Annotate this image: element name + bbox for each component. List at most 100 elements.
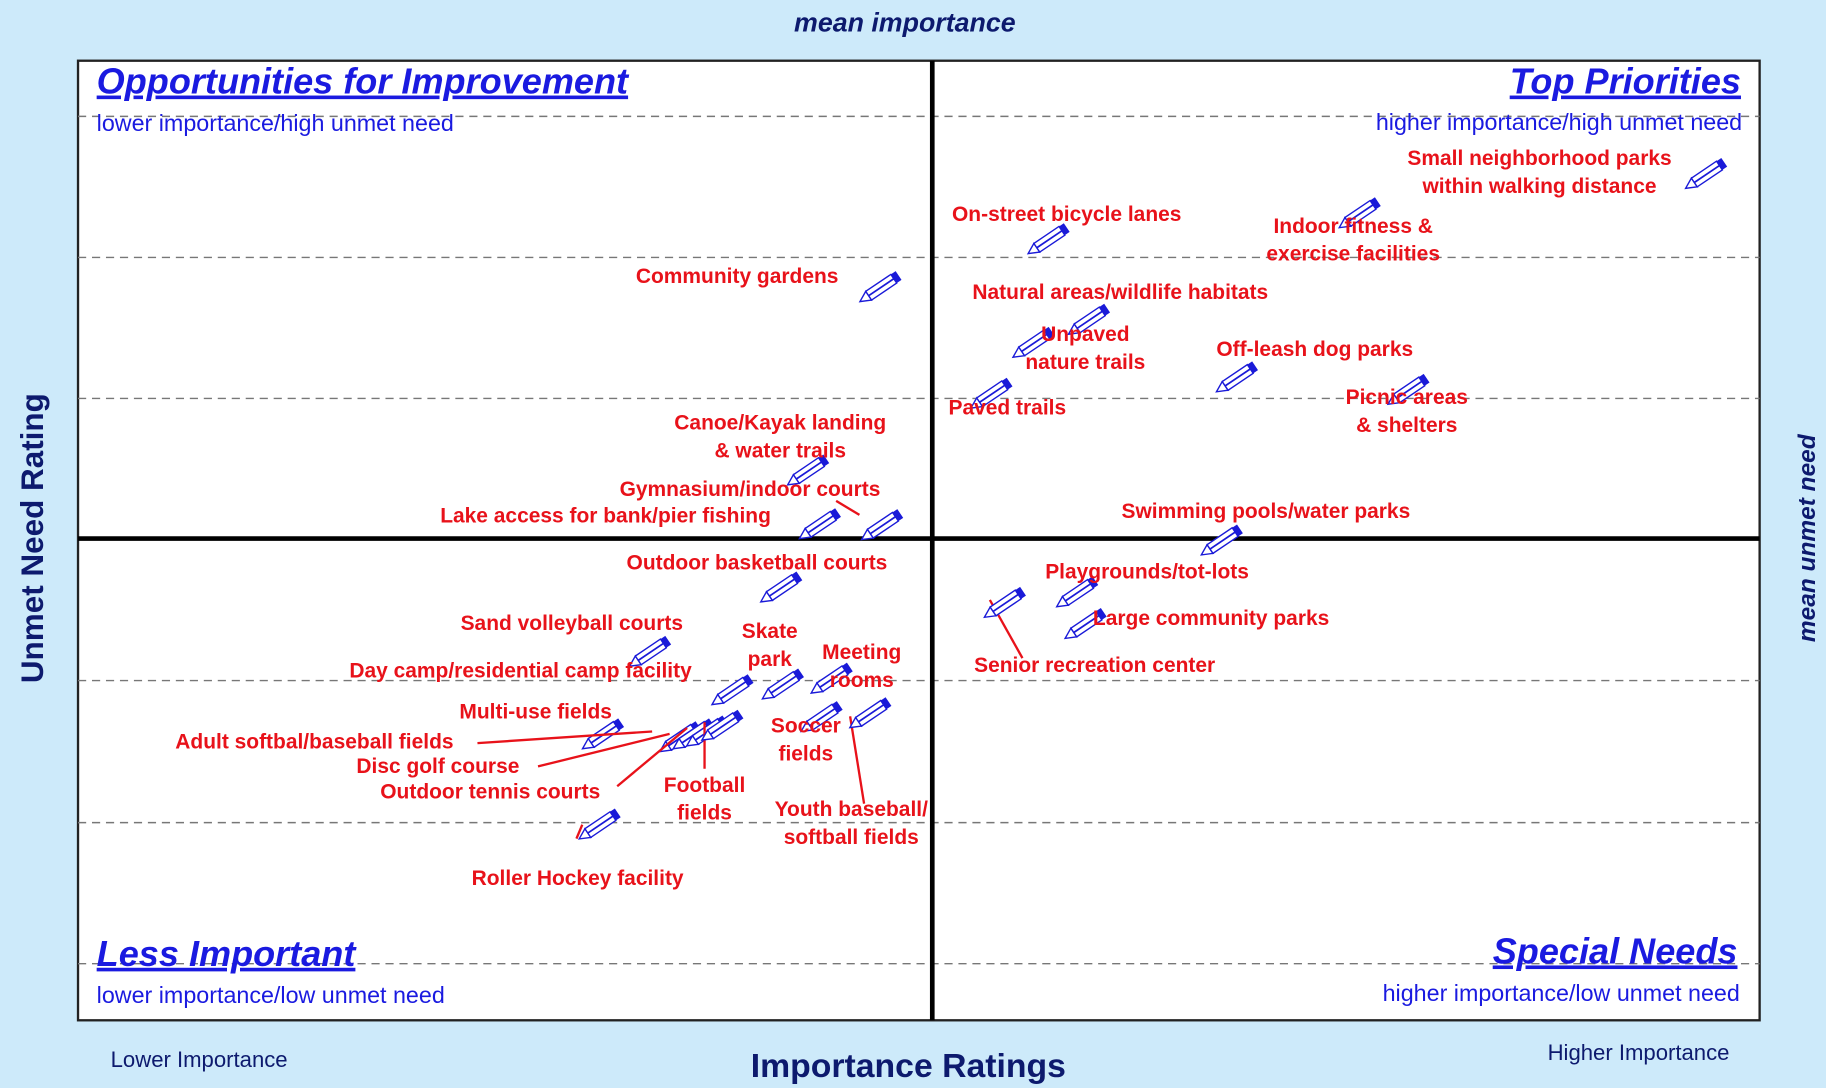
quadrant-title: Special Needs — [1493, 930, 1738, 971]
pencil-eraser — [793, 668, 804, 681]
leader-line — [477, 730, 653, 745]
point-label: Day camp/residential camp facility — [349, 660, 692, 683]
pencil-marker — [1337, 197, 1381, 229]
point-label: fields — [778, 742, 833, 765]
pencil-eraser — [1015, 586, 1026, 599]
pencil-marker — [809, 662, 853, 694]
pencil-marker — [1067, 303, 1111, 336]
point-label: Lake access for bank/pier fishing — [440, 505, 771, 528]
pencil-eraser — [1087, 576, 1099, 589]
pencil-marker — [577, 808, 621, 840]
point-label: Community gardens — [636, 265, 839, 288]
point-label: Natural areas/wildlife habitats — [972, 281, 1268, 304]
point-label: within walking distance — [1422, 175, 1657, 198]
pencil-marker — [786, 454, 830, 486]
point-label: Outdoor basketball courts — [627, 551, 888, 574]
pencil-stripe — [637, 642, 664, 662]
pencil-eraser — [1418, 373, 1430, 386]
point-label: Paved trails — [949, 396, 1067, 419]
pencil-stripe — [807, 515, 834, 534]
point-label: Off-leash dog parks — [1216, 338, 1413, 361]
pencil-marker — [628, 635, 672, 668]
pencil-eraser — [613, 718, 625, 731]
points: Small neighborhood parks within walking d… — [175, 147, 1728, 890]
pencil-stripe — [1347, 204, 1374, 223]
pencil-stripe — [587, 815, 614, 834]
point-label: & water trails — [714, 440, 846, 463]
point-label: Youth baseball/ — [775, 798, 928, 821]
leader-line — [575, 824, 584, 840]
pencil-eraser — [1232, 524, 1243, 537]
pencil-marker — [1055, 576, 1099, 608]
pencil-stripe — [1036, 230, 1063, 249]
leader-line — [835, 499, 861, 516]
pencil-stripe — [770, 675, 797, 694]
point-label: Large community parks — [1093, 607, 1329, 630]
pencil-eraser — [1716, 157, 1728, 170]
point-label: rooms — [830, 669, 894, 692]
pencil-stripe — [720, 681, 747, 700]
pencil-eraser — [732, 709, 744, 722]
point-label: Canoe/Kayak landing — [674, 412, 886, 435]
x-high-label: Higher Importance — [1548, 1040, 1730, 1065]
point-label: fields — [677, 802, 732, 825]
point-label: Football — [664, 774, 745, 797]
point-label: Gymnasium/indoor courts — [620, 478, 881, 501]
pencil-marker — [1011, 326, 1055, 359]
point-label: Meeting — [822, 641, 901, 664]
pencil-marker — [798, 508, 841, 540]
point-label: Picnic areas — [1346, 386, 1468, 409]
pencil-stripe — [1021, 333, 1048, 353]
quadrant-title: Opportunities for Improvement — [97, 61, 630, 102]
point-label: Roller Hockey facility — [472, 867, 684, 890]
point-label: Swimming pools/water parks — [1121, 500, 1410, 523]
pencil-marker — [969, 377, 1013, 409]
point-label: Senior recreation center — [974, 654, 1215, 677]
point-label: Playgrounds/tot-lots — [1045, 561, 1249, 584]
pencil-eraser — [880, 697, 892, 710]
pencil-stripe — [1693, 164, 1720, 184]
y2-axis-label: mean unmet need — [1794, 433, 1821, 642]
pencil-stripe — [979, 384, 1006, 403]
point-label: Soccer — [771, 714, 841, 737]
pencil-eraser — [1001, 377, 1013, 390]
pencil-stripe — [1064, 583, 1091, 602]
pencil-marker — [1684, 157, 1728, 190]
point-label: Indoor fitness & — [1273, 215, 1432, 238]
point-label: Outdoor tennis courts — [380, 781, 600, 804]
quadrant-subtitle: lower importance/low unmet need — [97, 982, 445, 1008]
leader-line — [616, 727, 688, 788]
leader-line — [848, 716, 866, 804]
pencil-eraser — [610, 808, 621, 821]
pencil-marker — [710, 674, 754, 706]
x-axis-label: Importance Ratings — [751, 1047, 1066, 1085]
pencil-eraser — [1370, 197, 1381, 210]
pencil-stripe — [1396, 380, 1423, 400]
pencil-eraser — [890, 271, 902, 284]
quadrant-subtitle: higher importance/low unmet need — [1383, 980, 1740, 1006]
point-label: Adult softbal/baseball fields — [175, 731, 453, 754]
pencil-stripe — [1224, 368, 1251, 387]
pencil-eraser — [830, 508, 841, 521]
quadrant-subtitle: lower importance/high unmet need — [97, 110, 454, 136]
pencil-stripe — [768, 578, 796, 597]
point-label: Skate — [742, 620, 798, 643]
pencil-stripe — [710, 716, 737, 735]
pencil-marker — [1200, 524, 1243, 556]
quadrant-title: Top Priorities — [1510, 61, 1741, 102]
quadrant-title: Less Important — [97, 933, 358, 974]
grid — [78, 60, 1760, 1021]
pencil-eraser — [791, 571, 803, 584]
pencil-eraser — [1247, 361, 1259, 374]
y-axis-label: Unmet Need Rating — [15, 393, 50, 683]
pencil-marker — [759, 571, 803, 603]
pencil-eraser — [1099, 303, 1111, 316]
point-label: & shelters — [1356, 414, 1457, 437]
point-label: Disc golf course — [356, 755, 519, 778]
pencil-marker — [1063, 607, 1107, 640]
pencil-stripe — [858, 704, 885, 723]
leader-line — [537, 732, 670, 768]
point-label: Unpaved — [1041, 323, 1129, 346]
point-label: park — [748, 648, 793, 671]
point-label: Multi-use fields — [459, 700, 612, 723]
